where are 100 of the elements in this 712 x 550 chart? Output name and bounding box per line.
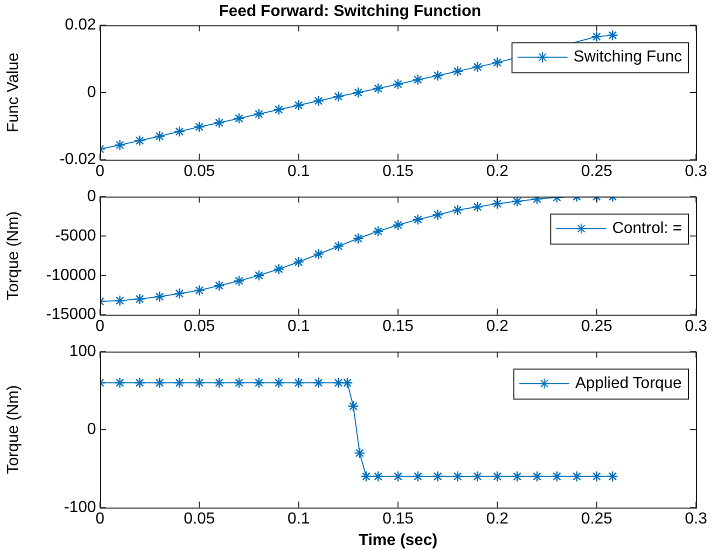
- point: [194, 284, 205, 296]
- point: [233, 275, 245, 287]
- x-tick-label: 0.3: [684, 510, 708, 528]
- point: [392, 470, 404, 482]
- point: [412, 74, 424, 86]
- x-tick-label: 0.2: [486, 162, 509, 180]
- point: [342, 377, 353, 388]
- point: [253, 108, 265, 120]
- point: [154, 377, 166, 388]
- point: [154, 291, 166, 302]
- x-tick-label: 0.2: [486, 318, 509, 335]
- point: [551, 470, 563, 482]
- point: [452, 66, 464, 77]
- point: [194, 121, 205, 132]
- point: [253, 377, 265, 388]
- point: [352, 232, 364, 244]
- point: [194, 377, 205, 388]
- point: [134, 293, 146, 305]
- point: [214, 117, 225, 128]
- x-tick-label: 0.1: [288, 162, 310, 180]
- y-tick-label: 0: [87, 84, 96, 101]
- point: [412, 214, 424, 226]
- y-tick-label: 0.02: [64, 16, 96, 34]
- y-tick-label: -10000: [46, 266, 96, 284]
- point: [531, 470, 543, 482]
- point: [432, 70, 444, 82]
- point: [571, 470, 582, 482]
- point: [591, 30, 602, 42]
- x-tick-label: 0.15: [382, 510, 414, 528]
- point: [432, 470, 444, 482]
- y-tick-label: -5000: [55, 227, 96, 244]
- point: [392, 219, 404, 231]
- x-axis-title: Time (sec): [358, 532, 438, 549]
- point: [348, 400, 359, 412]
- legend-label: Applied Torque: [575, 375, 682, 392]
- x-tick-label: 0.25: [581, 318, 612, 335]
- chart-title: Feed Forward: Switching Function: [218, 3, 482, 20]
- y-axis-title: Torque (Nm): [5, 385, 22, 474]
- point: [360, 470, 372, 482]
- point: [472, 470, 484, 482]
- point: [392, 78, 404, 90]
- point: [233, 377, 245, 388]
- point: [332, 377, 344, 388]
- point: [273, 104, 284, 116]
- x-tick-label: 0.05: [184, 510, 216, 528]
- legend-label: Control: =: [612, 220, 682, 238]
- y-tick-label: 100: [69, 343, 96, 360]
- x-tick-label: 0.15: [382, 162, 414, 180]
- point: [472, 61, 484, 73]
- point: [332, 90, 344, 102]
- y-tick-label: 0: [87, 188, 96, 206]
- point: [606, 30, 618, 41]
- point: [293, 256, 304, 268]
- y-tick-label: -0.02: [60, 151, 96, 168]
- point: [492, 56, 503, 68]
- point: [293, 100, 304, 111]
- point: [492, 198, 503, 210]
- point: [354, 447, 366, 459]
- point: [372, 226, 384, 237]
- point: [512, 470, 523, 482]
- point: [312, 248, 324, 260]
- y-tick-label: -100: [64, 499, 96, 516]
- y-tick-label: 0: [87, 421, 96, 438]
- point: [214, 377, 225, 388]
- point: [452, 470, 464, 482]
- point: [432, 209, 444, 220]
- point: [114, 377, 126, 388]
- x-tick-label: 0.05: [184, 318, 216, 335]
- point: [114, 139, 126, 151]
- point: [472, 201, 484, 212]
- point: [591, 470, 602, 482]
- x-tick-label: 0.25: [581, 510, 612, 528]
- x-tick-label: 0.1: [288, 318, 310, 335]
- point: [154, 130, 166, 142]
- point: [233, 112, 245, 124]
- legend-label: Switching Func: [574, 48, 682, 66]
- point: [372, 82, 384, 94]
- point: [312, 377, 324, 388]
- point: [352, 86, 364, 98]
- point: [372, 470, 384, 482]
- point: [606, 470, 618, 482]
- point: [273, 377, 284, 388]
- point: [312, 95, 324, 107]
- point: [134, 377, 146, 388]
- y-axis-title: Torque (Nm): [5, 211, 22, 300]
- x-tick-label: 0.25: [581, 162, 612, 180]
- point: [253, 270, 265, 282]
- x-tick-label: 0.1: [288, 510, 310, 528]
- x-tick-label: 0.15: [382, 318, 414, 335]
- point: [273, 263, 284, 275]
- point: [174, 288, 186, 300]
- point: [332, 240, 344, 252]
- point: [214, 280, 225, 292]
- y-axis-title: Func Value: [5, 52, 22, 132]
- x-tick-label: 0.2: [486, 510, 509, 528]
- x-tick-label: 0.3: [684, 318, 708, 335]
- point: [492, 470, 503, 482]
- point: [293, 377, 304, 388]
- point: [134, 134, 146, 146]
- y-tick-label: -15000: [46, 306, 96, 324]
